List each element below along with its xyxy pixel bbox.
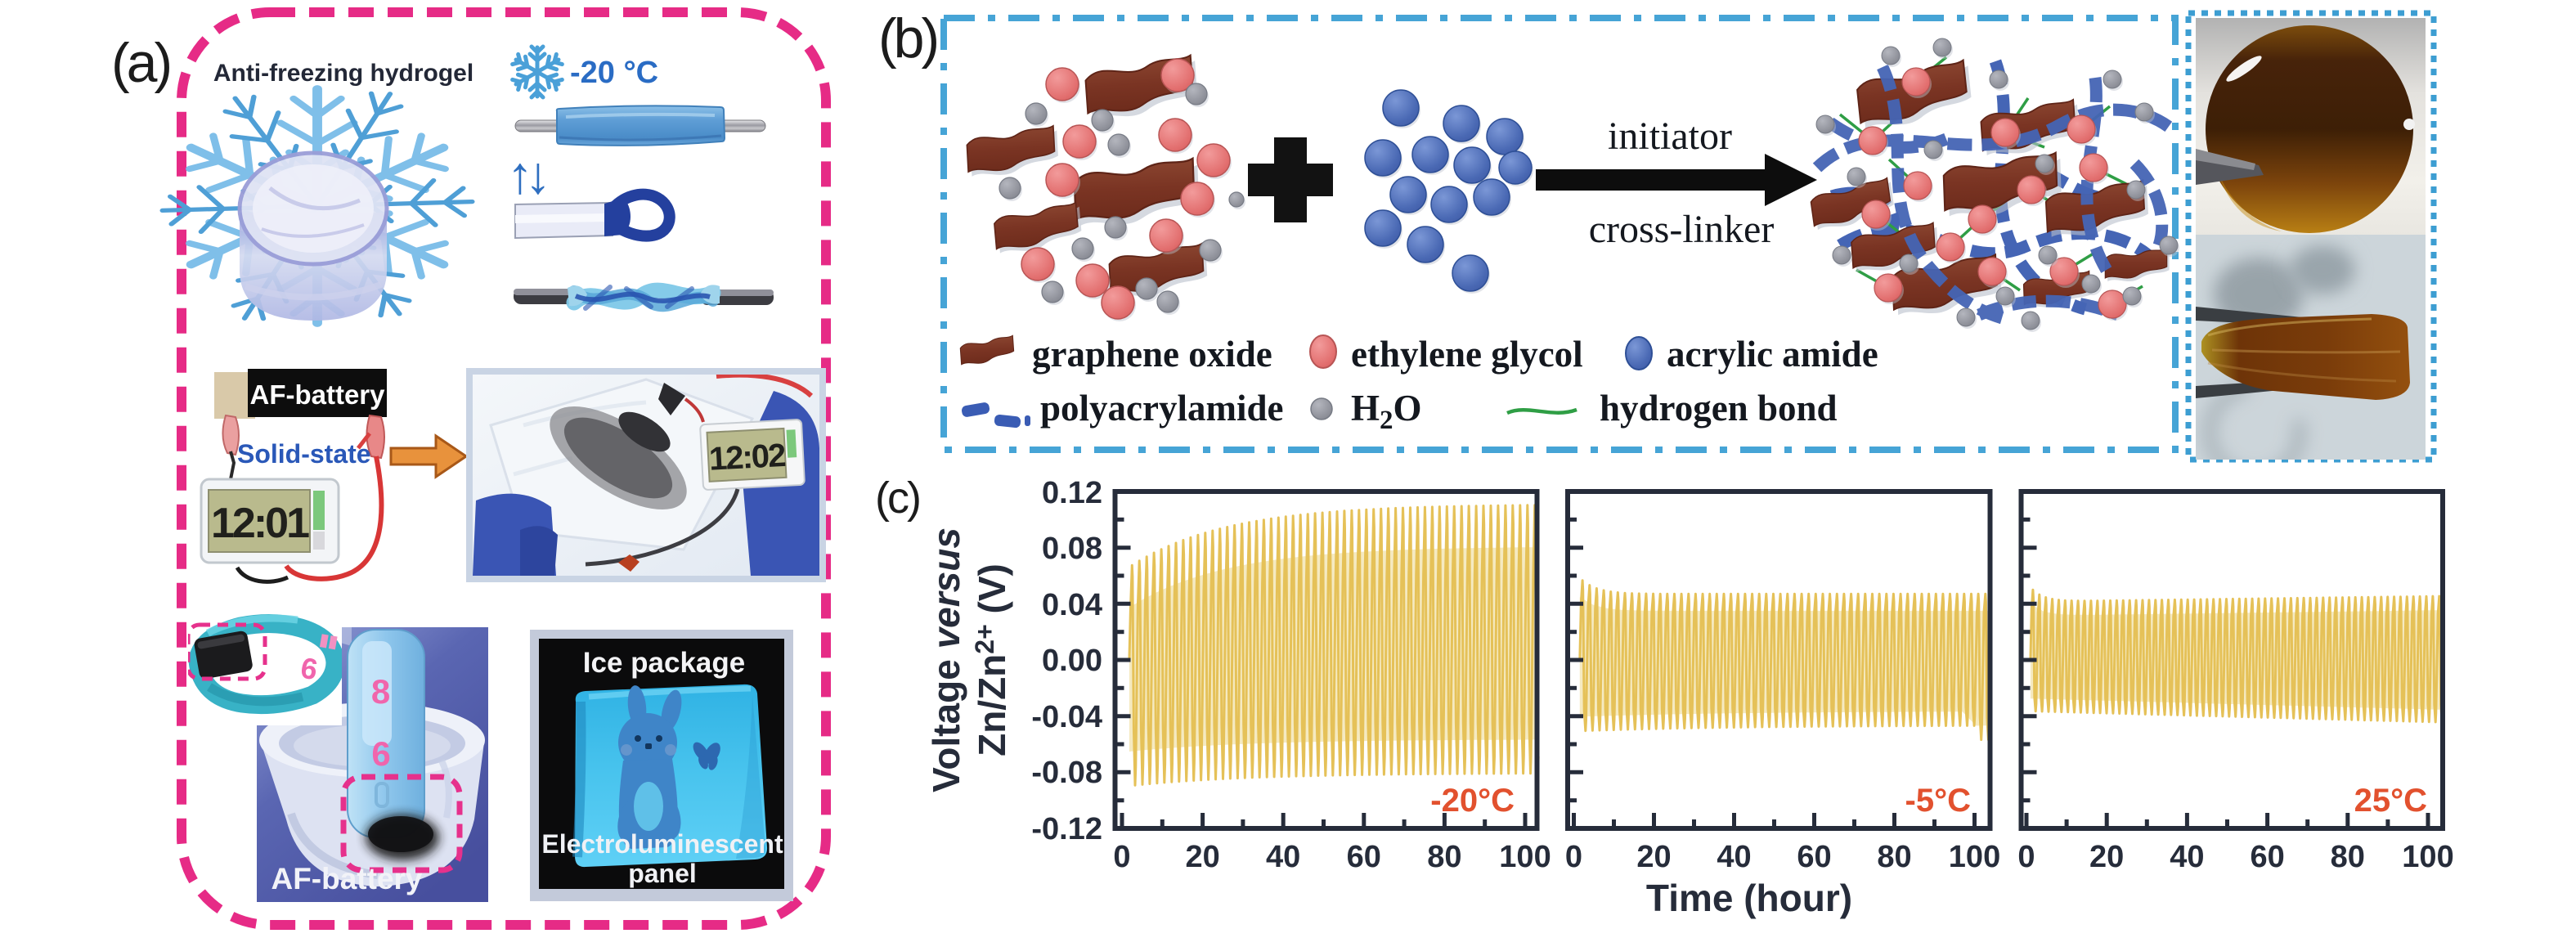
- svg-text:(c): (c): [875, 473, 919, 523]
- svg-text:0.08: 0.08: [1042, 532, 1102, 566]
- svg-text:Zn/Zn2+ (V): Zn/Zn2+ (V): [970, 563, 1013, 756]
- svg-text:▮▮: ▮▮: [318, 631, 339, 651]
- svg-text:cross-linker: cross-linker: [1589, 208, 1775, 251]
- svg-text:↑↓: ↑↓: [507, 146, 545, 204]
- svg-text:80: 80: [2331, 840, 2365, 874]
- svg-text:Time (hour): Time (hour): [1646, 877, 1852, 919]
- svg-text:(b): (b): [878, 7, 936, 70]
- svg-text:polyacrylamide: polyacrylamide: [1040, 388, 1283, 429]
- svg-text:60: 60: [1797, 840, 1831, 874]
- svg-text:20: 20: [1185, 840, 1219, 874]
- svg-text:0.04: 0.04: [1042, 588, 1102, 622]
- svg-text:0.12: 0.12: [1042, 476, 1102, 510]
- svg-text:40: 40: [1717, 840, 1751, 874]
- svg-text:0.00: 0.00: [1042, 644, 1102, 678]
- svg-text:12:02: 12:02: [708, 438, 786, 478]
- svg-text:Solid-state: Solid-state: [237, 439, 371, 469]
- svg-text:20: 20: [1636, 840, 1671, 874]
- svg-text:40: 40: [1266, 840, 1300, 874]
- svg-text:40: 40: [2170, 840, 2204, 874]
- svg-text:graphene oxide: graphene oxide: [1032, 334, 1272, 375]
- svg-text:100: 100: [2402, 840, 2453, 874]
- svg-text:AF-battery: AF-battery: [271, 862, 422, 895]
- svg-text:hydrogen bond: hydrogen bond: [1600, 388, 1838, 429]
- svg-text:12:01: 12:01: [211, 500, 309, 547]
- svg-text:Anti-freezing hydrogel: Anti-freezing hydrogel: [213, 60, 473, 87]
- svg-text:ethylene glycol: ethylene glycol: [1351, 334, 1583, 375]
- svg-text:-0.08: -0.08: [1031, 756, 1102, 790]
- svg-text:0: 0: [2017, 840, 2035, 874]
- svg-text:60: 60: [1347, 840, 1381, 874]
- svg-text:100: 100: [1949, 840, 2000, 874]
- svg-text:-0.04: -0.04: [1031, 700, 1102, 734]
- svg-text:(a): (a): [111, 32, 169, 94]
- svg-text:0: 0: [1113, 840, 1130, 874]
- svg-text:80: 80: [1427, 840, 1461, 874]
- svg-text:-5°C: -5°C: [1905, 783, 1971, 819]
- svg-text:acrylic amide: acrylic amide: [1667, 334, 1878, 375]
- svg-text:6: 6: [371, 734, 390, 773]
- svg-text:Electroluminescent: Electroluminescent: [541, 829, 783, 859]
- svg-text:initiator: initiator: [1608, 114, 1732, 158]
- svg-text:0: 0: [1565, 840, 1582, 874]
- svg-text:-20°C: -20°C: [1430, 783, 1515, 819]
- svg-text:Voltage versus: Voltage versus: [925, 527, 967, 792]
- svg-text:100: 100: [1499, 840, 1551, 874]
- svg-text:panel: panel: [628, 859, 697, 888]
- svg-text:80: 80: [1877, 840, 1911, 874]
- svg-text:25°C: 25°C: [2354, 783, 2427, 819]
- svg-text:60: 60: [2250, 840, 2284, 874]
- svg-text:8: 8: [371, 672, 391, 711]
- svg-text:Ice package: Ice package: [583, 647, 745, 679]
- svg-text:-0.12: -0.12: [1031, 812, 1102, 846]
- svg-text:AF-battery: AF-battery: [249, 379, 385, 410]
- svg-text:-20 °C: -20 °C: [570, 56, 658, 90]
- svg-text:20: 20: [2089, 840, 2124, 874]
